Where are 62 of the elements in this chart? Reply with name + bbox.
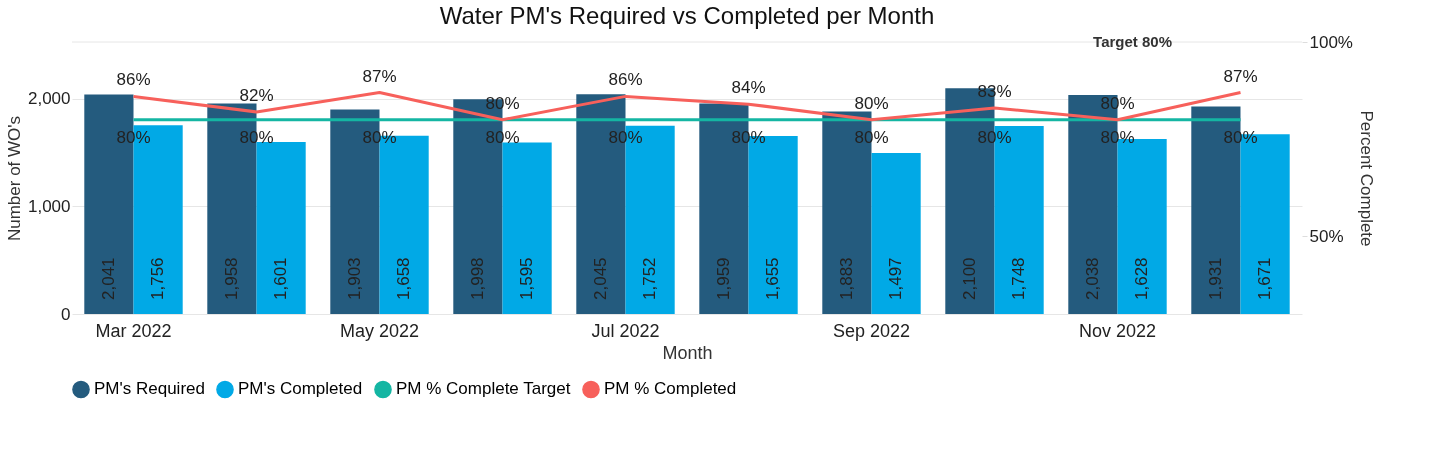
data-label: 80%: [608, 127, 643, 147]
data-label: 80%: [1100, 127, 1135, 147]
bar: [871, 153, 921, 314]
data-label: 80%: [485, 93, 520, 113]
y2-axis-title: Percent Complete: [1356, 110, 1376, 247]
data-label: 84%: [731, 78, 766, 98]
data-label: 1,998: [467, 257, 487, 300]
bar: [256, 141, 306, 314]
x-tick-label: Jul 2022: [591, 320, 660, 341]
data-label: 1,958: [221, 257, 241, 300]
x-axis-title: Month: [662, 342, 713, 363]
data-label: 1,658: [394, 257, 414, 300]
data-label: 83%: [977, 82, 1012, 102]
data-label: 1,931: [1205, 257, 1225, 300]
y-tick-label: 0: [61, 304, 71, 324]
data-label: 2,038: [1082, 257, 1102, 300]
data-label: 2,041: [98, 257, 118, 300]
data-label: 1,903: [344, 257, 364, 300]
data-label: 80%: [239, 127, 274, 147]
legend-label: PM's Completed: [238, 379, 363, 399]
data-label: 87%: [362, 66, 397, 86]
data-label: 80%: [362, 127, 397, 147]
x-tick-label: Mar 2022: [95, 320, 172, 341]
data-label: 1,655: [763, 257, 783, 300]
data-label: 80%: [116, 127, 151, 147]
data-label: 1,671: [1255, 257, 1275, 300]
data-label: 80%: [1223, 127, 1258, 147]
x-tick-label: Nov 2022: [1078, 320, 1157, 341]
y2-tick-label: 50%: [1309, 226, 1344, 246]
data-label: 80%: [854, 93, 889, 113]
data-label: 1,756: [148, 257, 168, 300]
y-axis-title: Number of WO's: [4, 115, 24, 242]
data-label: 86%: [608, 70, 643, 90]
data-label: 1,883: [836, 257, 856, 300]
data-label: 2,100: [959, 257, 979, 300]
annotation: Target 80%: [1093, 33, 1172, 50]
data-label: 86%: [116, 70, 151, 90]
chart-title: Water PM's Required vs Completed per Month: [439, 2, 935, 29]
data-label: 80%: [485, 127, 520, 147]
data-label: 1,752: [640, 257, 660, 300]
data-label: 80%: [854, 127, 889, 147]
y-tick-label: 1,000: [27, 196, 71, 216]
data-label: 1,497: [886, 257, 906, 300]
legend-label: PM's Required: [94, 379, 205, 399]
data-label: 1,595: [517, 257, 537, 300]
data-label: 1,959: [713, 257, 733, 300]
data-label: 80%: [977, 127, 1012, 147]
data-label: 80%: [1100, 93, 1135, 113]
data-label: 1,601: [271, 257, 291, 300]
x-tick-label: Sep 2022: [832, 320, 911, 341]
x-tick-label: May 2022: [339, 320, 420, 341]
y-tick-label: 2,000: [27, 89, 71, 109]
data-label: 80%: [731, 127, 766, 147]
bar: [502, 142, 552, 314]
legend-label: PM % Completed: [604, 379, 737, 399]
data-label: 2,045: [590, 257, 610, 300]
data-label: 87%: [1223, 66, 1258, 86]
data-label: 82%: [239, 85, 274, 105]
y2-tick-label: 100%: [1309, 32, 1353, 52]
data-label: 1,628: [1132, 257, 1152, 300]
legend-label: PM % Complete Target: [396, 379, 571, 399]
data-label: 1,748: [1009, 257, 1029, 300]
